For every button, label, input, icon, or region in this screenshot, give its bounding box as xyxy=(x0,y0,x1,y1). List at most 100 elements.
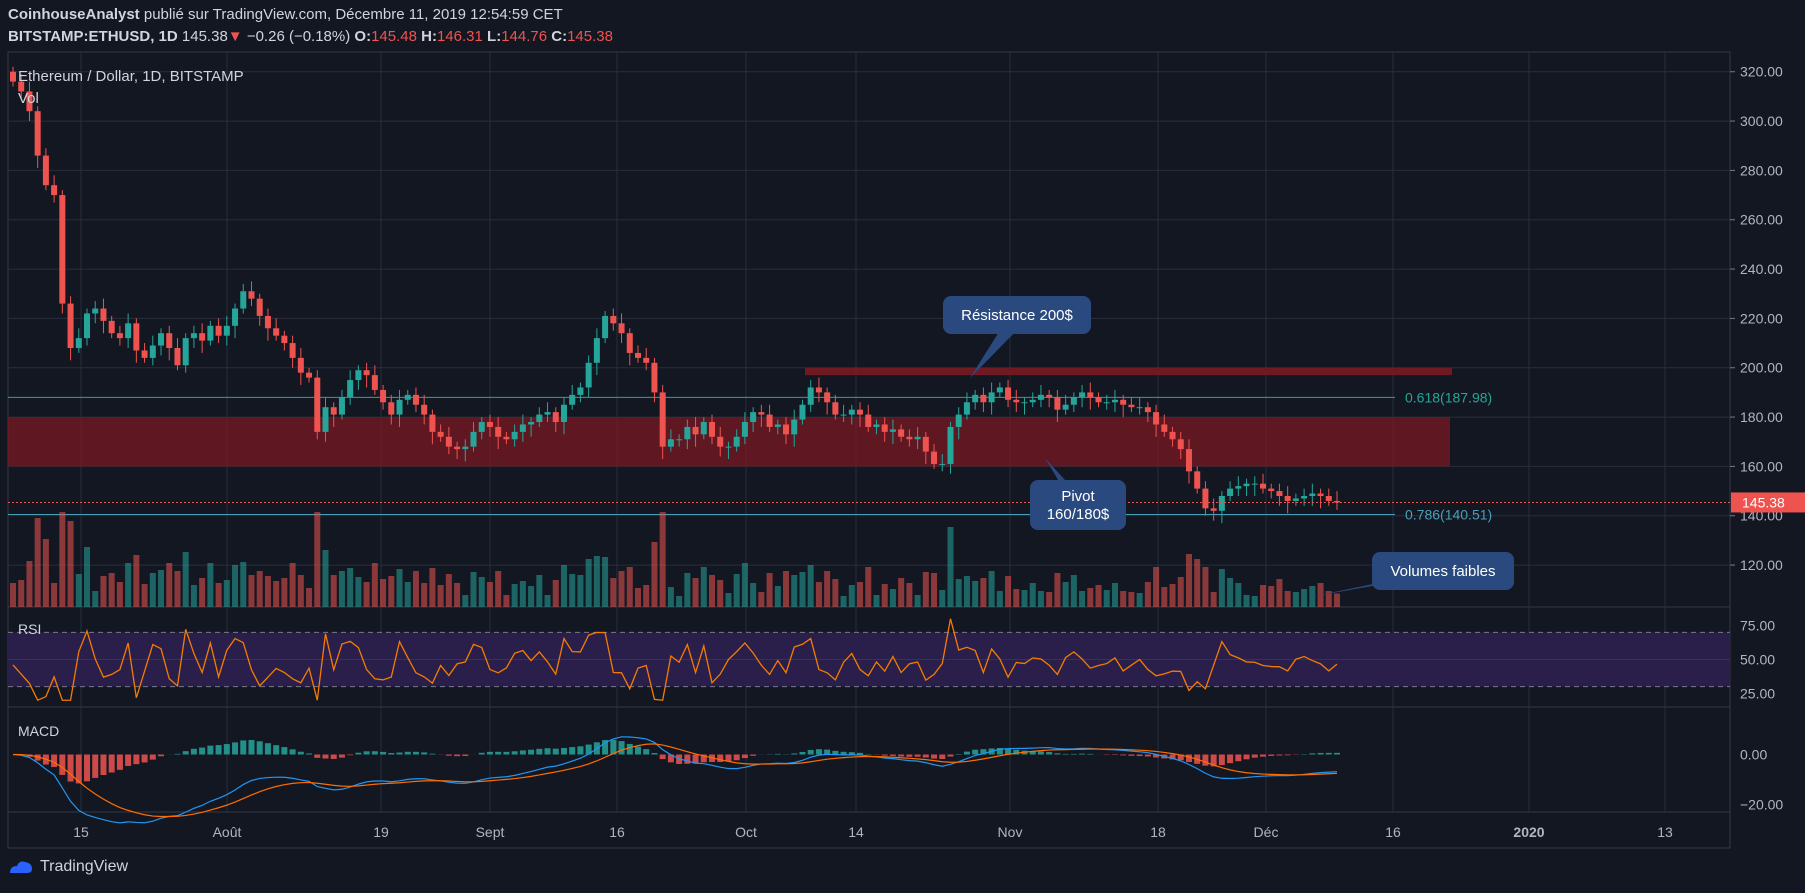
candle-body xyxy=(1202,488,1209,509)
volume-bar xyxy=(1202,567,1209,607)
macd-hist-bar xyxy=(75,754,82,784)
macd-tick-label: −20.00 xyxy=(1740,797,1783,813)
macd-hist-bar xyxy=(807,749,814,755)
candle-body xyxy=(1218,496,1225,511)
volume-bar xyxy=(865,567,872,607)
resistance-callout: Résistance 200$ xyxy=(943,296,1091,378)
candle-body xyxy=(1087,392,1094,398)
candle-body xyxy=(1013,399,1020,403)
candle-body xyxy=(478,422,485,432)
author-name[interactable]: CoinhouseAnalyst xyxy=(8,6,140,23)
candle-body xyxy=(511,431,518,440)
candle-body xyxy=(75,338,82,348)
macd-hist-bar xyxy=(602,740,609,755)
volume-bar xyxy=(281,578,288,607)
candle-body xyxy=(1227,488,1234,496)
candle-body xyxy=(1054,397,1061,410)
volume-bar xyxy=(1037,591,1044,607)
macd-hist-bar xyxy=(59,754,66,775)
tradingview-logo[interactable]: TradingView xyxy=(8,858,128,876)
macd-hist-bar xyxy=(857,752,864,755)
macd-hist-bar xyxy=(100,754,107,776)
candle-body xyxy=(182,338,189,366)
volume-bar xyxy=(314,512,321,607)
macd-hist-bar xyxy=(51,754,58,768)
macd-hist-bar xyxy=(495,751,502,755)
x-tick-label: 15 xyxy=(73,824,89,840)
last-price-label: 145.38 xyxy=(1742,494,1785,510)
volume-bar xyxy=(273,581,280,607)
volume-bar xyxy=(1095,585,1102,607)
candle-body xyxy=(807,387,814,405)
callout-box xyxy=(1372,552,1514,590)
candle-body xyxy=(1070,397,1077,405)
callout-text: Volumes faibles xyxy=(1390,563,1495,580)
volume-bar xyxy=(182,552,189,607)
candle-body xyxy=(857,409,864,415)
candle-body xyxy=(750,412,757,422)
candle-body xyxy=(207,325,214,341)
y-tick-label: 280.00 xyxy=(1740,162,1783,178)
macd-hist-bar xyxy=(190,748,197,755)
macd-hist-bar xyxy=(388,752,395,755)
candle-body xyxy=(1136,407,1143,409)
callout-box xyxy=(943,296,1091,334)
volume-bar xyxy=(1161,587,1168,607)
volume-bar xyxy=(667,587,674,607)
volume-bar xyxy=(1268,586,1275,607)
candle-body xyxy=(100,308,107,321)
macd-hist-bar xyxy=(306,753,313,755)
volume-bar xyxy=(815,582,822,607)
candle-body xyxy=(972,394,979,403)
volume-bar xyxy=(1218,569,1225,607)
volume-bar xyxy=(914,595,921,607)
candle-body xyxy=(495,426,502,437)
macd-hist-bar xyxy=(125,754,132,766)
candle-body xyxy=(996,387,1003,393)
volume-bar xyxy=(412,571,419,607)
volume-bar xyxy=(1276,579,1283,607)
candle-body xyxy=(248,291,255,299)
candle-body xyxy=(347,380,354,398)
candle-body xyxy=(651,362,658,393)
macd-hist-bar xyxy=(1177,754,1184,761)
volume-bar xyxy=(1210,592,1217,607)
macd-hist-bar xyxy=(199,747,206,755)
macd-hist-bar xyxy=(429,753,436,755)
macd-hist-bar xyxy=(791,753,798,755)
volume-bar xyxy=(264,576,271,607)
volume-bar xyxy=(758,592,765,607)
volume-bar xyxy=(421,583,428,607)
candle-body xyxy=(643,357,650,363)
macd-hist-bar xyxy=(824,749,831,755)
volume-callout: Volumes faibles xyxy=(1310,552,1514,597)
macd-hist-bar xyxy=(552,748,559,755)
volume-bar xyxy=(963,576,970,607)
candle-body xyxy=(158,333,165,346)
volume-bar xyxy=(651,542,658,607)
volume-bar xyxy=(709,575,716,607)
volume-bar xyxy=(306,588,313,607)
volume-bar xyxy=(1227,578,1234,607)
macd-hist-bar xyxy=(363,751,370,755)
symbol-label[interactable]: BITSTAMP:ETHUSD, 1D xyxy=(8,28,178,45)
macd-hist-bar xyxy=(963,751,970,755)
volume-bar xyxy=(980,578,987,607)
volume-bar xyxy=(232,565,239,607)
macd-hist-bar xyxy=(799,751,806,755)
volume-bar xyxy=(116,582,123,607)
candle-body xyxy=(1111,399,1118,403)
macd-hist-bar xyxy=(289,749,296,755)
volume-bar xyxy=(437,585,444,607)
candle-body xyxy=(421,404,428,415)
volume-bar xyxy=(519,581,526,607)
candle-body xyxy=(388,402,395,415)
macd-hist-bar xyxy=(1136,754,1143,757)
candle-body xyxy=(1284,496,1291,501)
candle-body xyxy=(1251,483,1258,485)
candle-body xyxy=(59,195,66,304)
macd-hist-bar xyxy=(256,741,263,755)
x-tick-label: Août xyxy=(213,824,242,840)
resistance-zone xyxy=(805,367,1452,376)
